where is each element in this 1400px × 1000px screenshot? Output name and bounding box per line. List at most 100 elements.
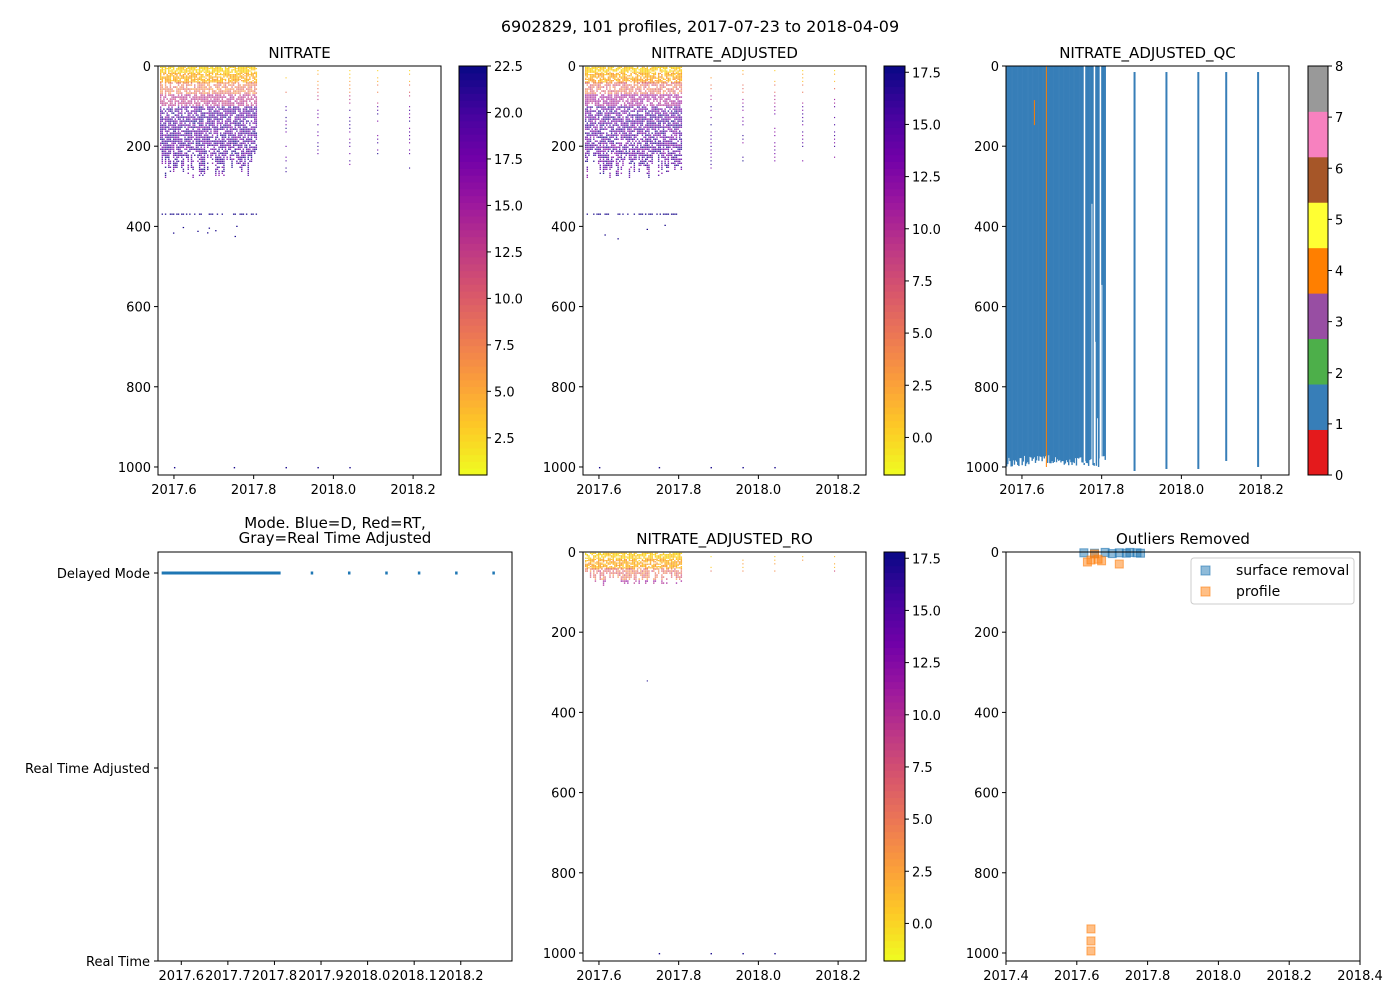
- data-point: [177, 124, 180, 126]
- data-point: [166, 74, 168, 76]
- data-point: [606, 96, 608, 98]
- data-point: [644, 106, 647, 108]
- data-point: [241, 69, 243, 71]
- data-point: [646, 126, 649, 128]
- data-point: [670, 144, 673, 146]
- data-point: [168, 148, 170, 150]
- data-point: [666, 100, 668, 102]
- data-point: [161, 78, 164, 81]
- data-point: [672, 162, 674, 164]
- data-point: [633, 136, 636, 138]
- data-point: [242, 118, 245, 120]
- data-point: [653, 136, 655, 138]
- data-point: [164, 152, 167, 154]
- data-point: [653, 84, 655, 86]
- colorbar-band: [459, 215, 487, 224]
- data-point: [586, 160, 589, 162]
- data-point: [241, 130, 243, 132]
- data-point: [628, 94, 631, 96]
- data-point: [604, 116, 606, 118]
- data-point: [187, 76, 189, 78]
- data-point: [625, 150, 627, 152]
- data-point: [176, 122, 178, 124]
- data-point: [239, 108, 241, 110]
- data-point: [229, 81, 232, 83]
- data-point: [195, 146, 198, 148]
- data-point: [218, 154, 220, 156]
- data-point: [654, 122, 657, 124]
- data-point: [632, 118, 634, 120]
- data-point: [226, 75, 228, 77]
- data-point: [242, 71, 245, 73]
- data-point: [169, 120, 172, 122]
- data-point: [317, 116, 319, 119]
- data-point: [662, 100, 665, 102]
- data-point: [161, 100, 164, 102]
- data-point: [172, 136, 175, 138]
- data-point: [653, 116, 655, 118]
- data-point: [670, 148, 673, 150]
- data-point: [623, 84, 626, 86]
- data-point: [224, 136, 227, 138]
- data-point: [622, 77, 624, 79]
- data-point: [617, 74, 619, 76]
- data-point: [249, 116, 251, 118]
- data-point: [249, 138, 251, 140]
- data-point: [161, 128, 164, 130]
- data-point: [657, 128, 660, 130]
- data-point: [664, 224, 666, 226]
- data-point: [602, 72, 605, 75]
- data-point: [190, 116, 193, 118]
- data-point: [164, 76, 167, 78]
- data-point: [231, 66, 233, 69]
- data-point: [216, 112, 219, 114]
- data-point: [208, 108, 211, 110]
- data-point: [659, 152, 661, 154]
- data-point: [218, 162, 220, 164]
- data-point: [174, 162, 176, 164]
- data-point: [228, 102, 230, 104]
- data-point: [659, 213, 661, 215]
- data-point: [166, 148, 168, 150]
- data-point: [610, 128, 613, 130]
- data-point: [636, 112, 639, 114]
- data-point: [664, 148, 666, 150]
- data-point: [628, 114, 631, 116]
- data-point: [654, 88, 657, 90]
- data-point: [617, 78, 619, 81]
- data-point: [223, 160, 225, 162]
- data-point: [247, 66, 249, 69]
- data-point: [674, 78, 676, 81]
- data-point: [218, 104, 220, 106]
- data-point: [656, 90, 658, 92]
- data-point: [635, 102, 637, 104]
- data-point: [646, 92, 649, 94]
- data-point: [181, 164, 183, 166]
- data-point: [182, 88, 185, 90]
- data-point: [176, 88, 178, 90]
- data-point: [599, 86, 601, 88]
- data-point: [625, 144, 627, 146]
- data-point: [255, 118, 258, 120]
- data-point: [632, 138, 634, 140]
- data-point: [643, 152, 645, 154]
- data-point: [242, 136, 245, 138]
- data-point: [182, 226, 185, 229]
- data-point: [208, 76, 211, 78]
- data-point: [664, 156, 666, 158]
- data-point: [232, 84, 235, 86]
- data-point: [644, 160, 647, 162]
- data-point: [667, 166, 670, 168]
- data-point: [231, 158, 233, 160]
- data-point: [159, 90, 162, 92]
- data-point: [166, 140, 168, 142]
- data-point: [628, 106, 631, 108]
- data-point: [597, 116, 600, 118]
- data-point: [653, 134, 655, 136]
- data-point: [662, 86, 665, 88]
- data-point: [229, 94, 232, 96]
- data-point: [661, 156, 663, 158]
- colorbar-band: [459, 284, 487, 292]
- data-point: [591, 69, 593, 71]
- data-point: [171, 70, 173, 72]
